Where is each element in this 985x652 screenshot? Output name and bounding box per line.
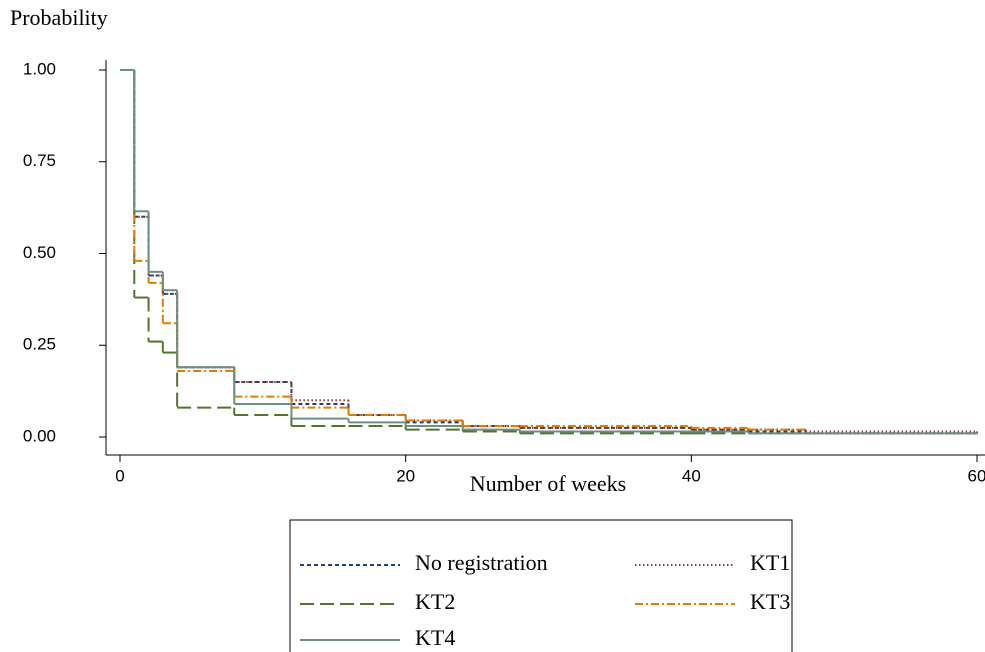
x-axis-title: Number of weeks [470, 471, 626, 496]
legend-box [289, 519, 793, 652]
legend-label: KT1 [750, 550, 790, 575]
legend-label: KT2 [415, 589, 455, 614]
x-tick-label: 40 [682, 466, 701, 485]
x-tick-label: 20 [396, 466, 415, 485]
y-axis-title: Probability [10, 5, 108, 30]
x-tick-label: 60 [968, 466, 985, 485]
y-tick-label: 1.00 [23, 59, 56, 78]
y-tick-label: 0.50 [23, 243, 56, 262]
x-tick-label: 0 [115, 466, 124, 485]
y-tick-label: 0.00 [23, 426, 56, 445]
legend-label: KT3 [750, 589, 790, 614]
legend-label: No registration [415, 550, 548, 575]
y-tick-label: 0.75 [23, 151, 56, 170]
y-tick-label: 0.25 [23, 335, 56, 354]
legend-label: KT4 [415, 625, 455, 650]
